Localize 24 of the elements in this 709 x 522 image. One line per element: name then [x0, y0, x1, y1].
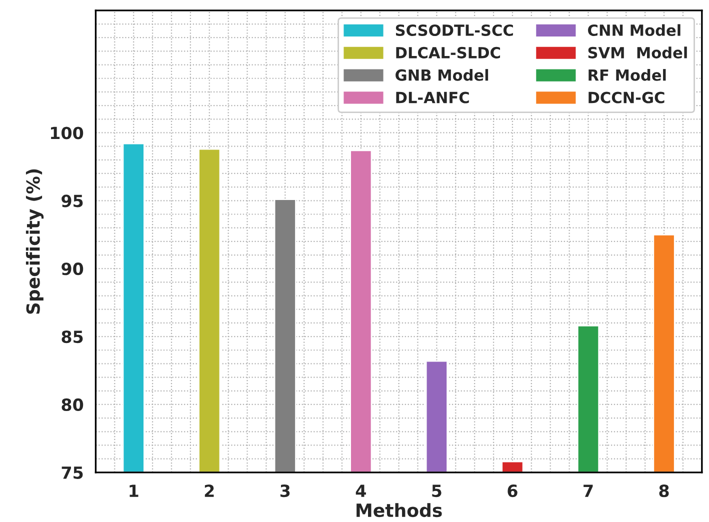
y-tick-label: 85 [62, 330, 83, 344]
x-axis-title: Methods [356, 503, 442, 518]
legend-label: SCSODTL-SCC [396, 24, 513, 36]
x-tick-label: 4 [356, 484, 366, 497]
legend-label: CNN Model [588, 24, 680, 36]
legend-label: DL-ANFC [396, 92, 469, 104]
legend-label: RF Model [588, 69, 666, 81]
x-tick-label: 7 [584, 484, 593, 497]
y-axis-title: Specificity (%) [26, 169, 44, 314]
legend-label: DLCAL-SLDC [396, 46, 500, 58]
legend-label: SVM Model [588, 46, 687, 58]
x-tick-label: 8 [659, 484, 669, 498]
legend-label: GNB Model [396, 69, 488, 81]
y-tick-label: 90 [62, 262, 84, 276]
x-tick-label: 6 [508, 484, 518, 498]
legend-label: DCCN-GC [588, 92, 664, 104]
x-tick-label: 5 [432, 484, 442, 498]
x-tick-label: 2 [204, 484, 214, 497]
y-tick-label: 95 [62, 194, 83, 208]
y-tick-label: 100 [51, 126, 84, 140]
x-tick-label: 1 [130, 484, 138, 497]
y-tick-label: 80 [62, 398, 84, 412]
y-tick-label: 75 [62, 466, 83, 479]
x-tick-label: 3 [280, 484, 290, 498]
